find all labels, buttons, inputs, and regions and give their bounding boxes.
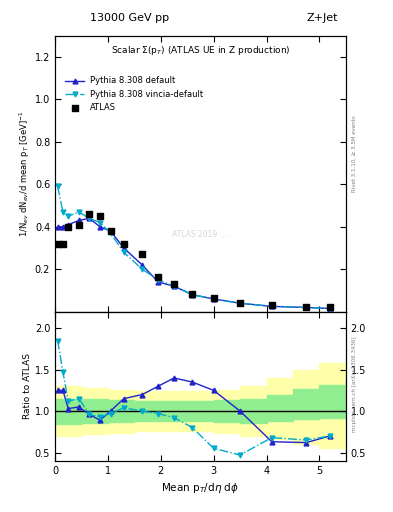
Line: Pythia 8.308 default: Pythia 8.308 default: [55, 216, 332, 311]
Pythia 8.308 default: [156, 279, 160, 285]
Pythia 8.308 vincia-default: [61, 209, 65, 215]
Pythia 8.308 vincia-default: [140, 266, 145, 272]
ATLAS: [121, 240, 127, 248]
Pythia 8.308 default: [328, 306, 332, 312]
Pythia 8.308 default: [97, 224, 102, 230]
ATLAS: [107, 227, 114, 235]
ATLAS: [303, 303, 309, 311]
Pythia 8.308 vincia-default: [211, 296, 216, 302]
Pythia 8.308 default: [61, 224, 65, 230]
Text: Z+Jet: Z+Jet: [307, 13, 338, 23]
Pythia 8.308 vincia-default: [156, 277, 160, 283]
Pythia 8.308 vincia-default: [121, 249, 126, 255]
Text: mcplots.cern.ch [arXiv:1306.3436]: mcplots.cern.ch [arXiv:1306.3436]: [352, 336, 357, 432]
ATLAS: [65, 223, 72, 231]
ATLAS: [269, 301, 275, 309]
ATLAS: [189, 290, 196, 298]
Pythia 8.308 default: [140, 262, 145, 268]
Pythia 8.308 vincia-default: [87, 215, 92, 221]
Pythia 8.308 default: [77, 218, 81, 224]
Line: Pythia 8.308 vincia-default: Pythia 8.308 vincia-default: [55, 184, 332, 311]
Pythia 8.308 vincia-default: [190, 292, 195, 298]
Legend: Pythia 8.308 default, Pythia 8.308 vincia-default, ATLAS: Pythia 8.308 default, Pythia 8.308 vinci…: [62, 73, 207, 115]
Text: ATLAS 2019 ....: ATLAS 2019 ....: [172, 230, 229, 239]
ATLAS: [60, 240, 66, 248]
Y-axis label: 1/N$_{ev}$ dN$_{ev}$/d mean p$_T$ [GeV]$^{-1}$: 1/N$_{ev}$ dN$_{ev}$/d mean p$_T$ [GeV]$…: [18, 111, 32, 237]
ATLAS: [237, 299, 243, 307]
Pythia 8.308 default: [238, 300, 242, 306]
Pythia 8.308 default: [108, 228, 113, 234]
Pythia 8.308 vincia-default: [304, 304, 309, 310]
Pythia 8.308 vincia-default: [77, 209, 81, 215]
ATLAS: [97, 212, 103, 220]
Pythia 8.308 vincia-default: [172, 283, 176, 289]
Pythia 8.308 default: [211, 296, 216, 302]
Text: Scalar Σ(p$_T$) (ATLAS UE in Z production): Scalar Σ(p$_T$) (ATLAS UE in Z productio…: [110, 44, 290, 57]
Pythia 8.308 vincia-default: [108, 230, 113, 236]
ATLAS: [171, 280, 177, 288]
Pythia 8.308 vincia-default: [238, 300, 242, 306]
X-axis label: Mean p$_T$/d$\eta$ d$\phi$: Mean p$_T$/d$\eta$ d$\phi$: [162, 481, 239, 495]
ATLAS: [55, 240, 61, 248]
Pythia 8.308 default: [55, 224, 60, 230]
Y-axis label: Ratio to ATLAS: Ratio to ATLAS: [23, 353, 32, 419]
Pythia 8.308 default: [66, 222, 71, 228]
Pythia 8.308 vincia-default: [328, 306, 332, 312]
Pythia 8.308 default: [190, 292, 195, 298]
ATLAS: [86, 210, 92, 218]
Pythia 8.308 default: [121, 245, 126, 251]
Pythia 8.308 vincia-default: [55, 183, 60, 189]
ATLAS: [139, 250, 145, 259]
Pythia 8.308 vincia-default: [97, 220, 102, 226]
Pythia 8.308 default: [172, 283, 176, 289]
Pythia 8.308 default: [87, 215, 92, 221]
Text: Rivet 3.1.10, ≥ 3.5M events: Rivet 3.1.10, ≥ 3.5M events: [352, 115, 357, 192]
Pythia 8.308 vincia-default: [270, 303, 274, 309]
Pythia 8.308 vincia-default: [66, 213, 71, 219]
Pythia 8.308 default: [270, 303, 274, 309]
ATLAS: [76, 221, 82, 229]
ATLAS: [327, 303, 333, 311]
ATLAS: [155, 272, 161, 281]
ATLAS: [211, 294, 217, 302]
Text: 13000 GeV pp: 13000 GeV pp: [90, 13, 169, 23]
Pythia 8.308 default: [304, 304, 309, 310]
